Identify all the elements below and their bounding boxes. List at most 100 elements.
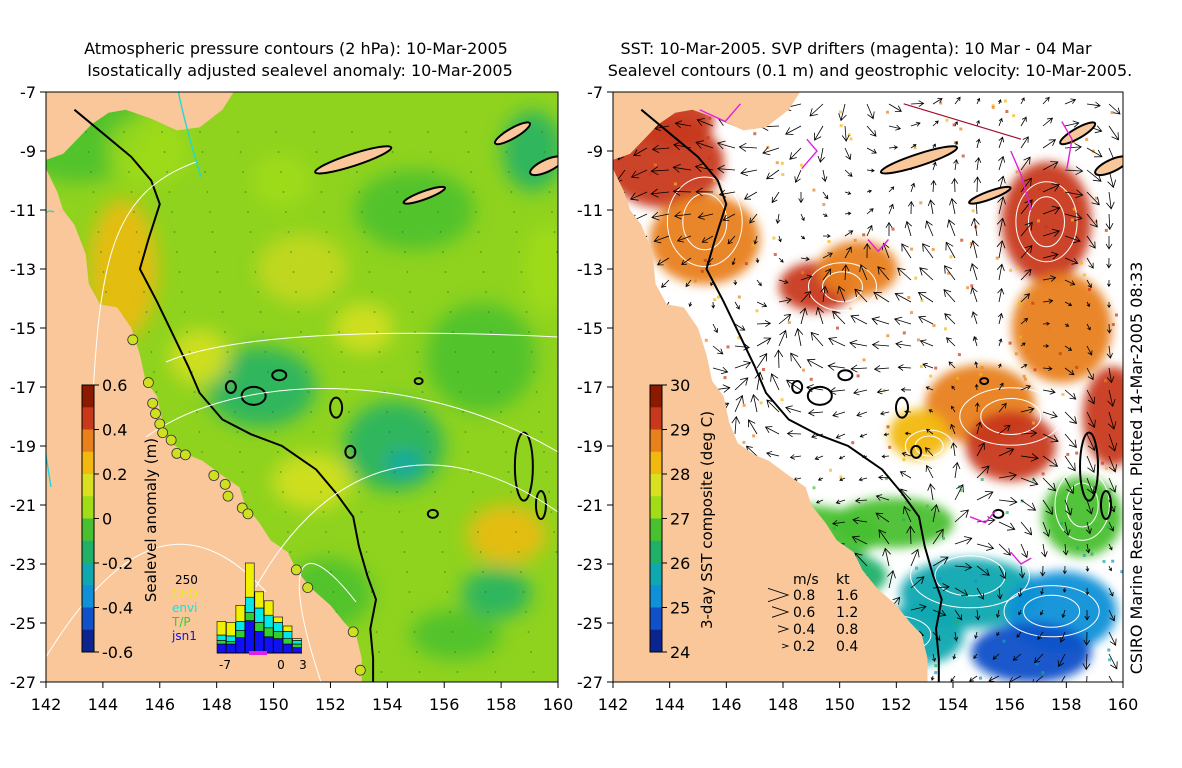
- velocity-arrow: [949, 197, 957, 215]
- diane-bank: [329, 396, 344, 419]
- sst-pixel: [727, 239, 731, 243]
- y-tick-label: -15: [577, 319, 603, 338]
- willis-islet: [271, 369, 288, 382]
- velocity-arrow: [930, 675, 935, 681]
- velocity-arrow: [873, 365, 890, 373]
- velocity-arrow: [674, 211, 692, 220]
- histogram-bar-envi: [245, 596, 255, 613]
- velocity-arrow: [656, 257, 670, 266]
- colorbar-tick-label: 29: [670, 421, 690, 440]
- track-dot: [550, 511, 553, 513]
- track-dot: [444, 271, 447, 273]
- velocity-arrow: [883, 432, 890, 437]
- velocity-arrow: [756, 279, 762, 287]
- velocity-arrow: [828, 337, 846, 347]
- track-dot: [330, 271, 333, 273]
- velocity-arrow: [1086, 169, 1102, 182]
- track-dot: [553, 231, 556, 233]
- y-tick-label: -25: [577, 614, 603, 633]
- velocity-arrow: [1043, 344, 1050, 348]
- sst-pixel: [827, 240, 831, 243]
- velocity-arrow: [844, 191, 852, 195]
- track-dot: [391, 451, 393, 453]
- track-dot: [312, 431, 315, 433]
- velocity-arrow: [1106, 323, 1112, 334]
- velocity-arrow: [794, 169, 802, 184]
- velocity-arrow: [1064, 345, 1073, 351]
- colorbar-tick-label: 27: [670, 510, 690, 529]
- sst-pixel: [959, 489, 963, 493]
- sst-pixel: [839, 124, 843, 128]
- sst-pixel: [812, 188, 816, 192]
- velocity-arrow: [749, 213, 758, 224]
- solomon-island-a: [314, 145, 393, 175]
- track-dot: [237, 131, 239, 133]
- sst-colorbar-label: 3-day SST composite (deg C): [698, 411, 716, 629]
- velocity-key: m/s kt0.8 1.60.6 1.20.4 0.80.2 0.4: [767, 572, 858, 655]
- track-dot: [307, 391, 310, 393]
- track-dot: [186, 331, 188, 333]
- velocity-arrow: [1042, 205, 1061, 215]
- histogram-bar-jsn1: [292, 647, 302, 654]
- histogram-bar-envi: [226, 635, 236, 642]
- track-dot: [244, 491, 246, 493]
- sealevel-contour: [682, 193, 728, 251]
- track-dot: [401, 231, 404, 233]
- velocity-arrow: [1108, 521, 1115, 532]
- flinders-reef: [224, 380, 237, 394]
- tide-gauge: [179, 449, 191, 461]
- velocity-arrow: [996, 240, 1006, 259]
- velocity-arrow: [888, 186, 895, 193]
- sst-pixel: [839, 110, 842, 114]
- sst-pixel: [902, 518, 906, 522]
- velocity-arrow: [688, 301, 693, 308]
- velocity-arrow: [925, 464, 934, 479]
- track-dot: [579, 431, 581, 433]
- velocity-arrow: [1020, 177, 1032, 193]
- velocity-arrow: [882, 547, 891, 567]
- velocity-arrow: [1042, 275, 1057, 282]
- velocity-arrow: [910, 604, 927, 612]
- velocity-arrow: [997, 363, 1002, 369]
- velocity-arrow: [774, 349, 784, 369]
- velocity-arrow: [809, 103, 824, 117]
- sst-pixel: [954, 640, 958, 643]
- track-dot: [454, 351, 457, 353]
- sst-pixel: [693, 279, 697, 283]
- x-tick-label: 146: [145, 695, 176, 714]
- track-dot: [315, 151, 318, 153]
- x-tick-label: 156: [429, 695, 460, 714]
- velocity-arrow: [807, 409, 824, 417]
- track-dot: [239, 451, 241, 453]
- track-dot: [277, 151, 280, 153]
- sst-pixel: [809, 377, 813, 381]
- track-dot: [508, 171, 510, 173]
- velocity-arrow: [672, 187, 692, 196]
- velocity-arrow: [973, 653, 978, 660]
- velocity-arrow: [756, 320, 772, 328]
- track-dot: [325, 531, 327, 533]
- x-tick-label: 154: [938, 695, 969, 714]
- velocity-arrow: [950, 423, 956, 435]
- sst-pixel: [773, 253, 777, 256]
- velocity-arrow: [1105, 236, 1113, 250]
- velocity-arrow: [629, 191, 648, 201]
- drifter-track: [801, 138, 818, 170]
- track-dot: [173, 231, 176, 233]
- velocity-arrow: [998, 565, 1006, 580]
- velocity-arrow: [1062, 565, 1067, 575]
- velocity-arrow: [910, 182, 916, 193]
- velocity-arrow: [685, 279, 692, 288]
- velocity-arrow: [740, 168, 758, 177]
- sst-pixel: [1070, 218, 1074, 222]
- sst-pixel: [995, 256, 999, 260]
- sst-pixel: [884, 477, 888, 481]
- sst-pixel: [1032, 478, 1036, 482]
- sst-pixel: [1041, 671, 1045, 675]
- velocity-arrow: [820, 285, 829, 303]
- velocity-arrow: [778, 297, 792, 304]
- track-dot: [451, 631, 454, 633]
- track-dot: [290, 251, 292, 253]
- velocity-arrow: [695, 187, 714, 197]
